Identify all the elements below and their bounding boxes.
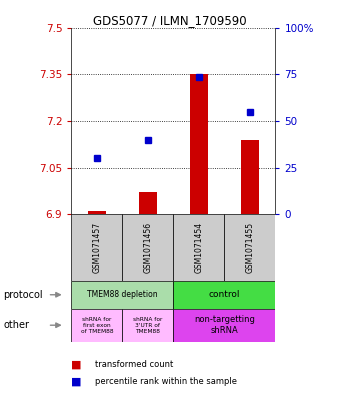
Text: shRNA for
first exon
of TMEM88: shRNA for first exon of TMEM88 [81, 317, 113, 334]
Text: ■: ■ [71, 360, 82, 370]
Bar [88, 211, 106, 214]
Text: GDS5077 / ILMN_1709590: GDS5077 / ILMN_1709590 [93, 14, 247, 27]
Text: GSM1071454: GSM1071454 [194, 222, 203, 273]
Text: transformed count: transformed count [95, 360, 173, 369]
Bar [224, 214, 275, 281]
Bar [241, 140, 259, 214]
Bar [71, 309, 122, 342]
Bar [173, 309, 275, 342]
Text: other: other [3, 320, 29, 330]
Bar [122, 309, 173, 342]
Text: GSM1071455: GSM1071455 [245, 222, 254, 273]
Text: shRNA for
3'UTR of
TMEM88: shRNA for 3'UTR of TMEM88 [133, 317, 163, 334]
Text: protocol: protocol [3, 290, 43, 300]
Text: TMEM88 depletion: TMEM88 depletion [87, 290, 158, 299]
Text: GSM1071456: GSM1071456 [143, 222, 152, 273]
Text: percentile rank within the sample: percentile rank within the sample [95, 378, 237, 386]
Bar [173, 281, 275, 309]
Bar [190, 74, 208, 214]
Bar [139, 193, 157, 214]
Text: non-targetting
shRNA: non-targetting shRNA [194, 315, 255, 335]
Bar [71, 281, 173, 309]
Text: control: control [209, 290, 240, 299]
Bar [173, 214, 224, 281]
Bar [122, 214, 173, 281]
Bar [71, 214, 122, 281]
Text: ■: ■ [71, 377, 82, 387]
Text: GSM1071457: GSM1071457 [92, 222, 101, 273]
